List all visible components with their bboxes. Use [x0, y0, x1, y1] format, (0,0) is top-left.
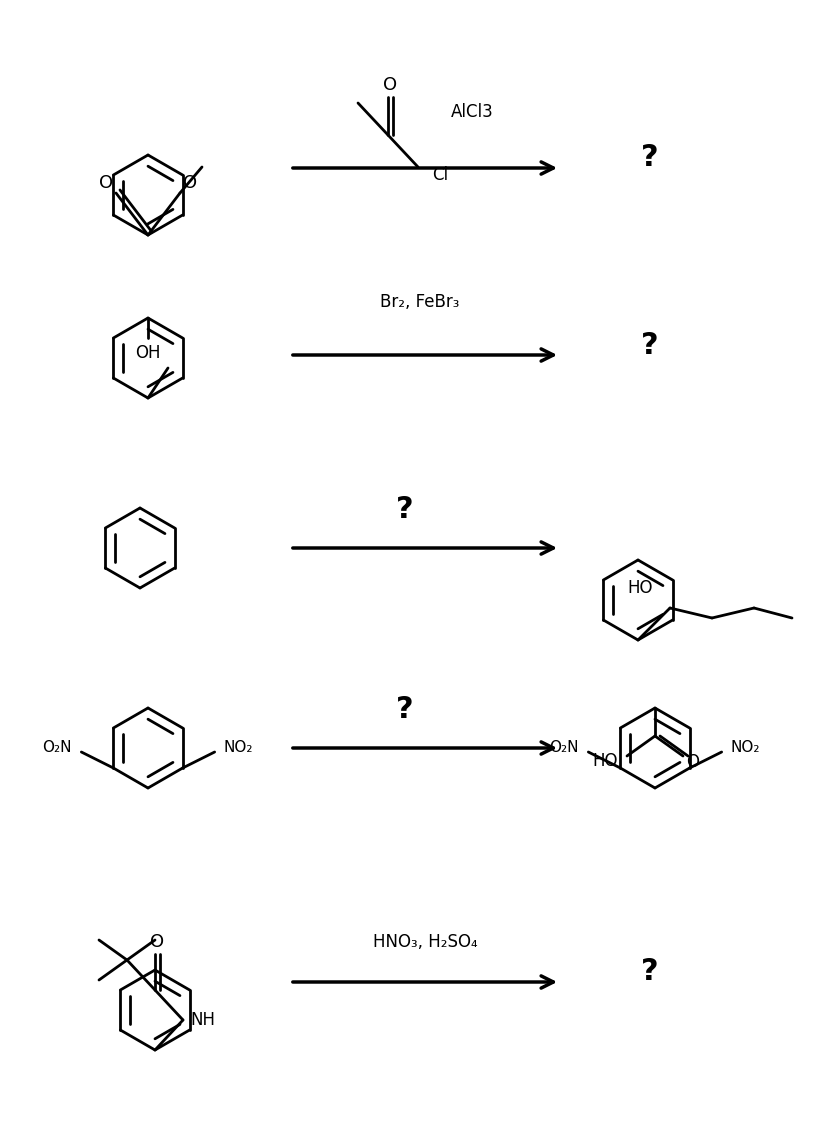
Text: ?: ?: [641, 958, 659, 987]
Text: ?: ?: [396, 496, 414, 525]
Text: NO₂: NO₂: [224, 741, 253, 755]
Text: ?: ?: [641, 144, 659, 172]
Text: O: O: [686, 753, 700, 771]
Text: HNO₃, H₂SO₄: HNO₃, H₂SO₄: [373, 933, 478, 951]
Text: O₂N: O₂N: [550, 741, 579, 755]
Text: ?: ?: [396, 696, 414, 725]
Text: HO: HO: [592, 752, 618, 770]
Text: O: O: [99, 174, 113, 192]
Text: OH: OH: [135, 344, 161, 362]
Text: O: O: [183, 174, 197, 192]
Text: O₂N: O₂N: [43, 741, 72, 755]
Text: O: O: [383, 76, 397, 94]
Text: AlCl3: AlCl3: [451, 103, 494, 121]
Text: NH: NH: [190, 1010, 215, 1028]
Text: HO: HO: [628, 579, 653, 597]
Text: O: O: [150, 933, 164, 951]
Text: Cl: Cl: [432, 166, 448, 184]
Text: NO₂: NO₂: [731, 741, 760, 755]
Text: ?: ?: [641, 330, 659, 360]
Text: Br₂, FeBr₃: Br₂, FeBr₃: [380, 293, 460, 311]
